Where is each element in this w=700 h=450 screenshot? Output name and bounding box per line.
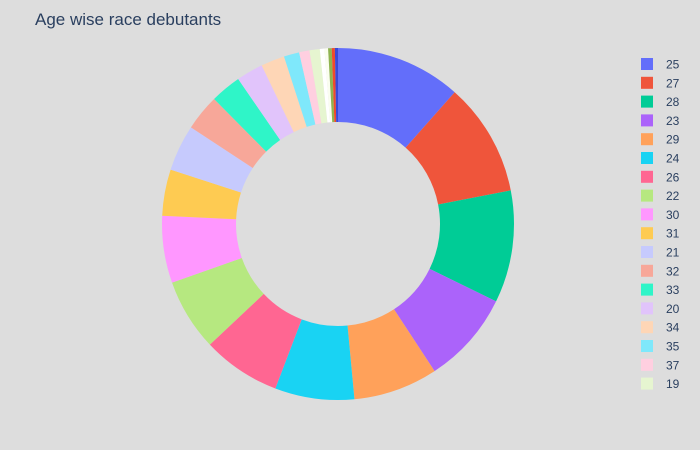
legend-item-29[interactable]: 29 <box>641 133 680 147</box>
legend-item-24[interactable]: 24 <box>641 152 680 166</box>
legend-label: 19 <box>666 377 680 391</box>
legend-item-19[interactable]: 19 <box>641 377 680 391</box>
donut-slice-small-18[interactable] <box>319 48 331 123</box>
legend-swatch <box>641 152 653 164</box>
donut-slice-small-19[interactable] <box>324 48 333 123</box>
legend-item-33[interactable]: 33 <box>641 283 680 297</box>
legend-swatch <box>641 114 653 127</box>
donut-slice-37[interactable] <box>299 50 322 125</box>
legend-item-28[interactable]: 28 <box>641 95 680 109</box>
legend-item-35[interactable]: 35 <box>641 340 680 354</box>
legend-swatch <box>641 76 653 89</box>
legend-label: 33 <box>666 283 680 297</box>
legend-swatch <box>641 283 653 296</box>
donut-slice-23[interactable] <box>393 268 497 372</box>
donut-slice-small-20[interactable] <box>328 48 335 123</box>
legend-label: 31 <box>666 227 680 241</box>
donut-slice-19[interactable] <box>309 48 328 124</box>
legend-label: 20 <box>666 302 680 316</box>
donut-slice-35[interactable] <box>283 52 316 127</box>
legend-item-26[interactable]: 26 <box>641 170 680 184</box>
legend-label: 34 <box>666 321 680 335</box>
donut-slice-small-21[interactable] <box>331 48 337 123</box>
donut-slice-32[interactable] <box>190 99 267 168</box>
legend-item-34[interactable]: 34 <box>641 321 680 335</box>
donut-slice-31[interactable] <box>162 169 241 220</box>
legend-swatch <box>641 208 653 221</box>
legend-swatch <box>641 95 653 108</box>
legend-item-27[interactable]: 27 <box>641 76 680 90</box>
donut-slice-24[interactable] <box>275 319 355 401</box>
donut-slice-29[interactable] <box>347 309 435 400</box>
donut-slice-small-22[interactable] <box>334 48 338 123</box>
legend-swatch <box>641 321 653 334</box>
legend-swatch <box>641 246 653 258</box>
legend-label: 25 <box>666 58 680 72</box>
legend-label: 26 <box>666 170 680 184</box>
legend-label: 24 <box>666 152 680 166</box>
legend-swatch <box>641 358 653 371</box>
legend-item-37[interactable]: 37 <box>641 358 680 372</box>
donut-slice-33[interactable] <box>214 79 281 152</box>
legend-label: 23 <box>666 114 680 128</box>
legend-swatch <box>641 133 653 146</box>
donut-slice-28[interactable] <box>429 190 514 302</box>
legend-item-31[interactable]: 31 <box>641 227 680 241</box>
legend-item-20[interactable]: 20 <box>641 302 680 316</box>
donut-slice-26[interactable] <box>209 293 302 389</box>
legend-item-30[interactable]: 30 <box>641 208 680 222</box>
legend-swatch <box>641 264 653 277</box>
donut-slices <box>161 48 514 401</box>
legend-item-32[interactable]: 32 <box>641 264 680 278</box>
legend-label: 21 <box>666 246 680 260</box>
legend-label: 30 <box>666 208 680 222</box>
legend-item-21[interactable]: 21 <box>641 246 680 260</box>
legend-swatch <box>641 302 653 315</box>
legend-item-23[interactable]: 23 <box>641 114 680 128</box>
legend-label: 22 <box>666 189 680 203</box>
donut-slice-25[interactable] <box>338 48 455 148</box>
legend-swatch <box>641 227 653 240</box>
legend-swatch <box>641 377 653 390</box>
legend-label: 27 <box>666 76 680 90</box>
legend-swatch <box>641 58 653 70</box>
donut-slice-34[interactable] <box>261 56 307 133</box>
donut-slice-21[interactable] <box>170 127 253 193</box>
legend-swatch <box>641 189 653 202</box>
donut-slice-27[interactable] <box>405 92 511 205</box>
donut-slice-30[interactable] <box>161 215 242 283</box>
legend-item-22[interactable]: 22 <box>641 189 680 203</box>
legend-item-25[interactable]: 25 <box>641 58 680 72</box>
legend-swatch <box>641 170 653 183</box>
legend[interactable]: 25 27 28 23 29 24 26 22 30 31 21 32 33 20 34 35 37 19 <box>641 58 680 392</box>
donut-slice-22[interactable] <box>172 257 264 345</box>
legend-label: 32 <box>666 264 680 278</box>
legend-label: 37 <box>666 358 680 372</box>
legend-label: 35 <box>666 340 680 354</box>
legend-label: 28 <box>666 95 680 109</box>
donut-slice-20[interactable] <box>238 65 294 140</box>
legend-label: 29 <box>666 133 680 147</box>
legend-swatch <box>641 340 653 352</box>
chart-title: Age wise race debutants <box>35 10 221 29</box>
